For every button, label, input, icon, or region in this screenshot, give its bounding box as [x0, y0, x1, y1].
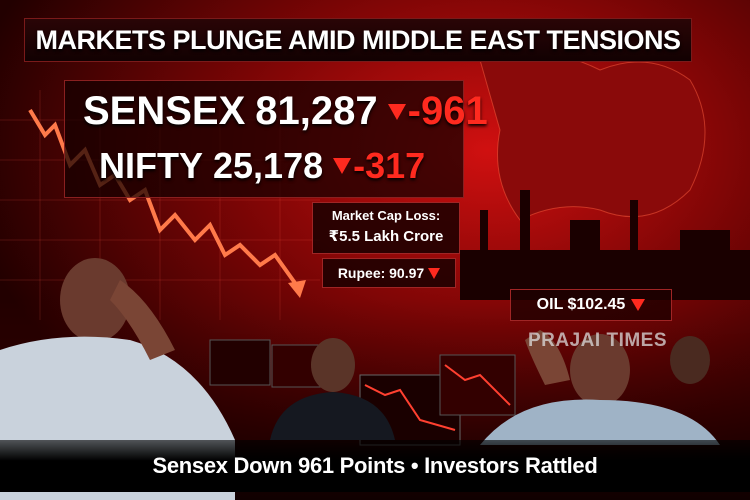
- footer-banner: Sensex Down 961 Points • Investors Rattl…: [0, 440, 750, 492]
- rupee-box: Rupee: 90.97: [322, 258, 456, 288]
- down-icon: [387, 103, 406, 120]
- index-value: 25,178: [213, 145, 324, 186]
- down-icon: [333, 158, 352, 174]
- index-panel: SENSEX 81,287 -961 NIFTY 25,178 -317: [64, 80, 488, 198]
- index-value: 81,287: [255, 89, 378, 133]
- oil-box: OIL $102.45: [510, 289, 672, 321]
- map: [479, 51, 706, 221]
- market-cap-value: ₹5.5 Lakh Crore: [328, 228, 444, 245]
- oil-text: OIL $102.45: [536, 296, 626, 313]
- headline: MARKETS PLUNGE AMID MIDDLE EAST TENSIONS: [24, 18, 692, 62]
- index-row: SENSEX 81,287 -961: [83, 89, 488, 134]
- market-cap-box: Market Cap Loss: ₹5.5 Lakh Crore: [312, 202, 460, 254]
- rupee-text: Rupee: 90.97: [337, 265, 425, 281]
- change-text: -961: [407, 89, 488, 133]
- down-icon: [428, 267, 441, 279]
- index-name: SENSEX: [83, 89, 246, 133]
- chart-arrow: [288, 280, 306, 298]
- market-cap-label: Market Cap Loss:: [331, 208, 441, 223]
- index-change: -317: [333, 145, 425, 187]
- change-text: -317: [353, 145, 426, 186]
- index-name: NIFTY: [99, 145, 203, 186]
- watermark: PRAJAI TIMES: [528, 330, 668, 351]
- down-icon: [631, 299, 646, 311]
- index-change: -961: [387, 89, 488, 134]
- index-row: NIFTY 25,178 -317: [99, 145, 425, 187]
